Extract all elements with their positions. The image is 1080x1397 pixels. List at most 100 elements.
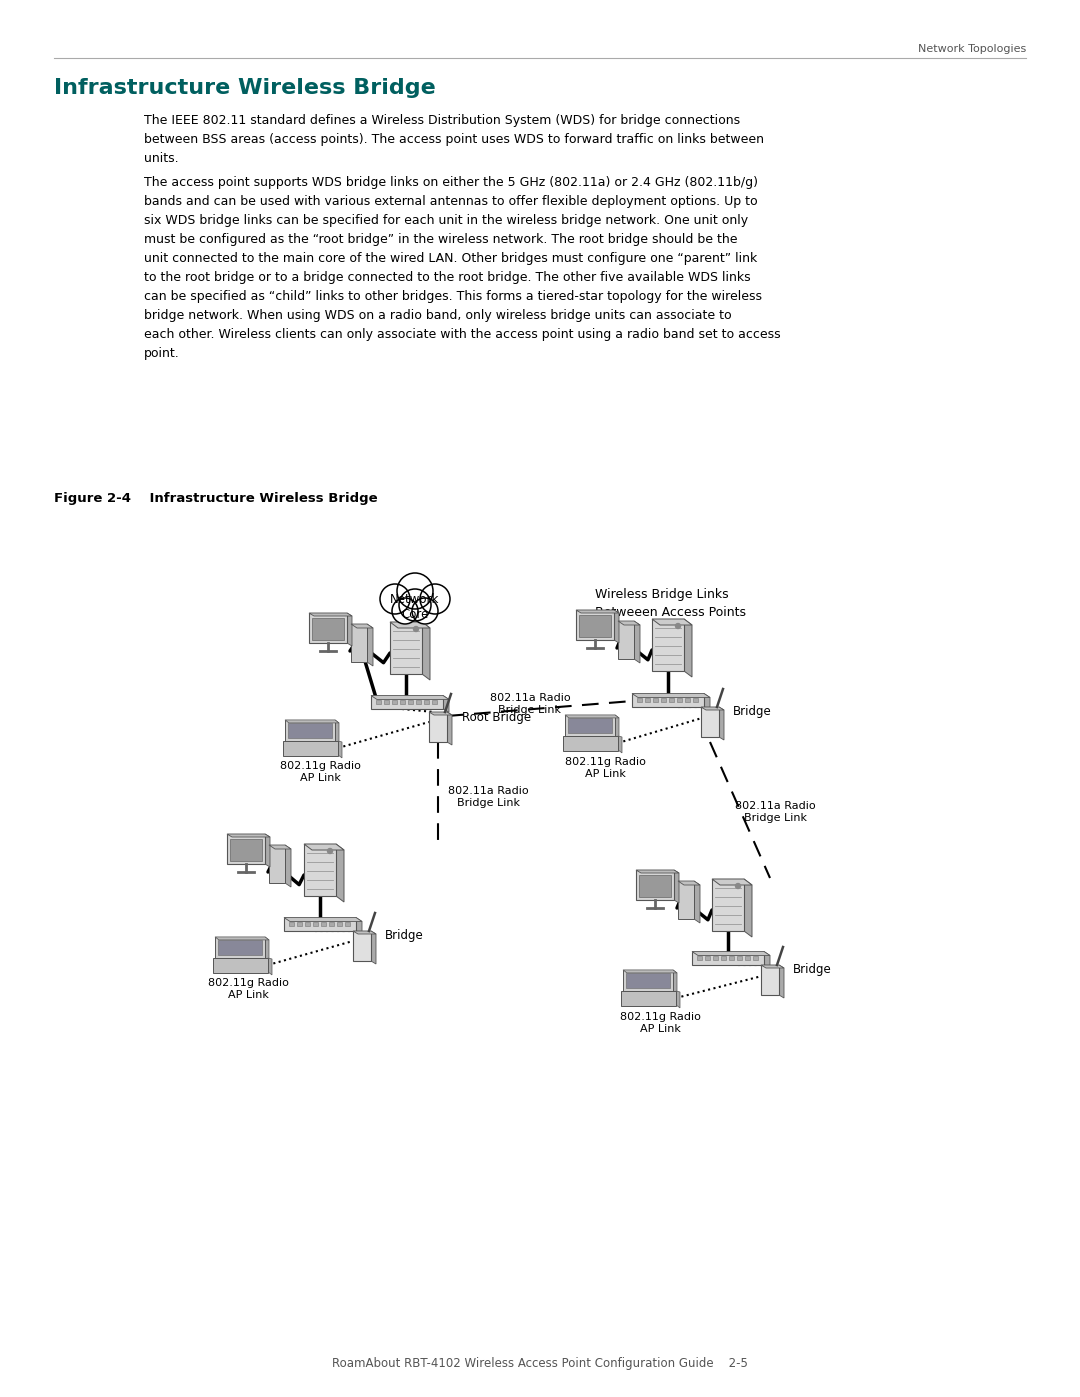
Text: Infrastructure Wireless Bridge: Infrastructure Wireless Bridge <box>54 78 435 98</box>
Text: Figure 2-4    Infrastructure Wireless Bridge: Figure 2-4 Infrastructure Wireless Bridg… <box>54 492 378 504</box>
Polygon shape <box>285 845 291 887</box>
Bar <box>737 956 742 960</box>
Polygon shape <box>623 970 677 972</box>
Bar <box>636 870 674 900</box>
Polygon shape <box>336 844 345 902</box>
Polygon shape <box>632 693 710 697</box>
Text: Network Topologies: Network Topologies <box>918 43 1026 54</box>
Bar <box>376 700 381 704</box>
Bar <box>653 698 658 703</box>
Bar <box>309 613 347 643</box>
Circle shape <box>675 623 680 629</box>
Bar <box>284 918 356 930</box>
Bar <box>353 930 372 961</box>
Text: Wireless Bridge Links
Betweeen Access Points: Wireless Bridge Links Betweeen Access Po… <box>595 588 746 619</box>
Bar <box>303 844 336 895</box>
Polygon shape <box>684 619 692 678</box>
Polygon shape <box>692 951 770 956</box>
Bar <box>745 956 750 960</box>
Polygon shape <box>353 930 376 935</box>
Text: 802.11a Radio
Bridge Link: 802.11a Radio Bridge Link <box>448 787 528 807</box>
Polygon shape <box>764 951 770 968</box>
Bar <box>579 615 611 637</box>
Polygon shape <box>761 965 784 968</box>
Bar <box>678 882 694 919</box>
Text: 802.11g Radio
AP Link: 802.11g Radio AP Link <box>565 757 646 778</box>
Bar <box>568 718 612 733</box>
Bar <box>230 840 262 861</box>
Bar <box>618 622 634 659</box>
Bar <box>337 922 342 926</box>
Bar <box>288 722 332 738</box>
Bar <box>372 696 443 708</box>
Text: RoamAbout RBT-4102 Wireless Access Point Configuration Guide    2-5: RoamAbout RBT-4102 Wireless Access Point… <box>332 1356 748 1370</box>
Polygon shape <box>618 622 640 624</box>
Polygon shape <box>285 719 339 722</box>
Text: 802.11g Radio
AP Link: 802.11g Radio AP Link <box>620 1011 701 1034</box>
Bar <box>313 922 318 926</box>
Bar <box>227 834 265 863</box>
Bar <box>713 956 718 960</box>
Polygon shape <box>634 622 640 664</box>
Polygon shape <box>227 834 270 837</box>
Polygon shape <box>447 712 453 745</box>
Polygon shape <box>779 965 784 997</box>
Polygon shape <box>268 958 272 975</box>
Bar <box>285 719 335 740</box>
Bar <box>329 922 334 926</box>
Polygon shape <box>265 937 269 961</box>
Bar <box>712 879 744 930</box>
Polygon shape <box>338 740 342 759</box>
Bar <box>692 951 764 964</box>
Bar <box>721 956 726 960</box>
Polygon shape <box>652 619 692 624</box>
Bar <box>424 700 429 704</box>
Bar <box>218 940 262 956</box>
Circle shape <box>411 598 438 624</box>
Polygon shape <box>565 715 619 718</box>
Polygon shape <box>356 918 362 935</box>
Bar <box>652 619 684 671</box>
Bar <box>761 965 779 995</box>
Polygon shape <box>269 845 291 849</box>
Bar <box>705 956 710 960</box>
Bar <box>669 698 674 703</box>
Bar <box>639 875 671 897</box>
Polygon shape <box>615 610 619 643</box>
Polygon shape <box>701 707 724 710</box>
Bar <box>297 922 302 926</box>
Polygon shape <box>704 693 710 711</box>
Bar <box>626 972 670 988</box>
Text: The IEEE 802.11 standard defines a Wireless Distribution System (WDS) for bridge: The IEEE 802.11 standard defines a Wirel… <box>144 115 764 165</box>
Bar <box>677 698 681 703</box>
Polygon shape <box>335 719 339 745</box>
Bar <box>392 700 397 704</box>
Polygon shape <box>678 882 700 886</box>
Text: 802.11a Radio
Bridge Link: 802.11a Radio Bridge Link <box>489 693 570 715</box>
Bar <box>685 698 690 703</box>
Circle shape <box>327 848 333 854</box>
Circle shape <box>380 584 410 615</box>
Bar <box>390 622 422 673</box>
Bar <box>563 736 618 752</box>
Bar <box>416 700 421 704</box>
Bar <box>621 990 676 1006</box>
Text: 802.11g Radio
AP Link: 802.11g Radio AP Link <box>207 978 288 1000</box>
Polygon shape <box>674 870 679 902</box>
Bar <box>623 970 673 990</box>
Bar <box>645 698 650 703</box>
Circle shape <box>399 590 431 622</box>
Polygon shape <box>351 624 373 629</box>
Text: Root Bridge: Root Bridge <box>462 711 531 724</box>
Polygon shape <box>615 715 619 739</box>
Circle shape <box>397 573 433 609</box>
Polygon shape <box>576 610 619 613</box>
Text: 802.11a Radio
Bridge Link: 802.11a Radio Bridge Link <box>735 802 815 823</box>
Polygon shape <box>265 834 270 868</box>
Bar <box>661 698 666 703</box>
Polygon shape <box>284 918 362 922</box>
Polygon shape <box>712 879 752 886</box>
Bar <box>305 922 310 926</box>
Polygon shape <box>422 622 430 680</box>
Polygon shape <box>347 613 352 645</box>
